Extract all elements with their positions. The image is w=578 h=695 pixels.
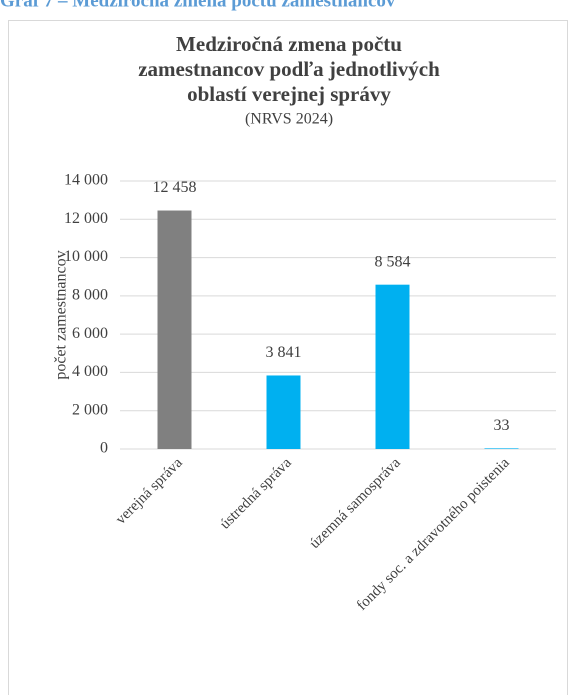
chart-border (8, 20, 568, 695)
bar (157, 210, 192, 449)
bar (266, 375, 301, 449)
caption: Graf 7 – Medziročná zmena počtu zamestna… (0, 0, 396, 11)
y-tick-label: 12 000 (64, 210, 108, 227)
data-label: 12 458 (153, 179, 197, 196)
y-tick-label: 2 000 (72, 401, 108, 418)
y-tick-label: 14 000 (64, 172, 108, 189)
chart-subtitle: (NRVS 2024) (245, 111, 333, 128)
y-axis-label: počet zamestnancov (53, 250, 70, 379)
bar (375, 284, 410, 449)
chart-title: oblastí verejnej správy (187, 82, 391, 106)
data-label: 33 (494, 417, 510, 434)
y-tick-label: 8 000 (72, 287, 108, 304)
y-tick-label: 10 000 (64, 248, 108, 265)
bar (484, 448, 519, 449)
y-tick-label: 4 000 (72, 363, 108, 380)
data-label: 8 584 (375, 253, 411, 270)
data-label: 3 841 (266, 344, 302, 361)
chart-title: Medziročná zmena počtu (176, 32, 402, 56)
y-tick-label: 0 (100, 440, 108, 457)
y-tick-label: 6 000 (72, 325, 108, 342)
chart-title: zamestnancov podľa jednotlivých (138, 57, 440, 81)
